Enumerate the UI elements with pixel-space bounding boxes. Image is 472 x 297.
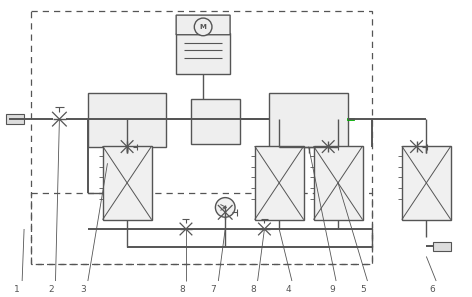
Bar	[402, 146, 451, 220]
Text: 1: 1	[14, 285, 20, 294]
Bar	[31, 193, 372, 264]
Bar	[102, 146, 152, 220]
Text: 8: 8	[251, 285, 257, 294]
Bar	[176, 33, 230, 74]
Text: 2: 2	[49, 285, 54, 294]
Text: 8: 8	[179, 285, 185, 294]
Bar	[7, 114, 24, 124]
Bar	[433, 242, 451, 251]
Bar	[313, 146, 362, 220]
Text: 3: 3	[80, 285, 86, 294]
Bar	[88, 93, 166, 147]
Bar	[31, 11, 372, 264]
Text: 4: 4	[285, 285, 291, 294]
Bar	[270, 93, 348, 147]
FancyBboxPatch shape	[176, 15, 230, 35]
Text: 6: 6	[430, 285, 435, 294]
Text: 5: 5	[361, 285, 366, 294]
Bar	[191, 99, 240, 144]
Circle shape	[215, 198, 235, 217]
Text: 7: 7	[211, 285, 216, 294]
Text: 9: 9	[329, 285, 335, 294]
Circle shape	[194, 18, 212, 36]
Bar	[254, 146, 303, 220]
Text: M: M	[200, 24, 207, 30]
